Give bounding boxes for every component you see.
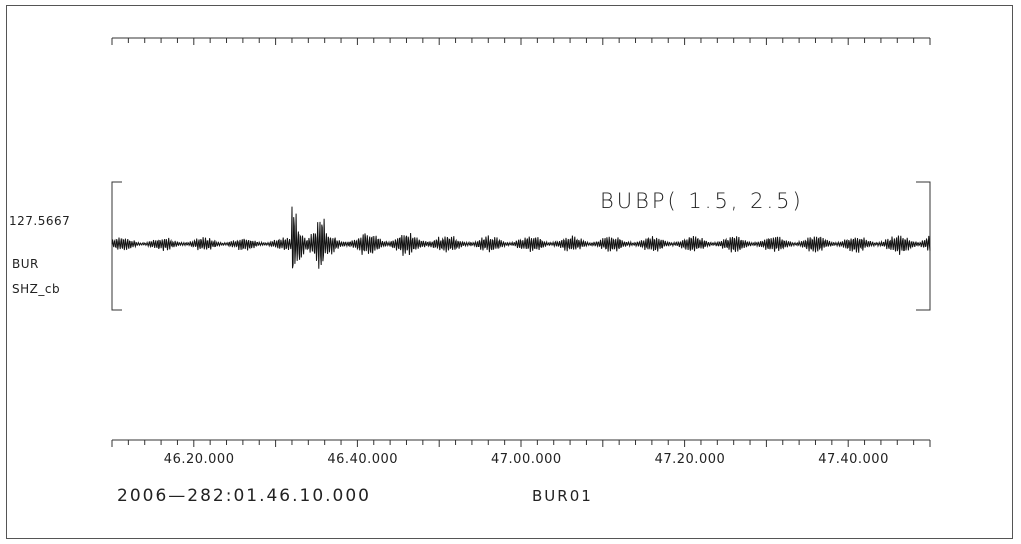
plot-frame: [6, 5, 1013, 539]
x-tick-label: 47.20.000: [654, 452, 726, 467]
start-time-label: 2006—282:01.46.10.000: [117, 486, 371, 506]
left-bracket: [111, 181, 122, 311]
network-label: BUR01: [532, 487, 593, 505]
x-tick-label: 47.40.000: [818, 452, 889, 467]
station-label: BUR: [12, 257, 39, 271]
filter-label: BUBP( 1.5, 2.5): [600, 189, 804, 213]
waveform-trace: [111, 206, 931, 269]
x-tick-label: 47.00.000: [491, 452, 562, 467]
x-tick-label: 46.20.000: [163, 452, 235, 467]
x-tick-label: 46.40.000: [327, 452, 399, 467]
channel-value: 127.5667: [9, 214, 71, 228]
channel-label: SHZ_cb: [12, 282, 61, 296]
